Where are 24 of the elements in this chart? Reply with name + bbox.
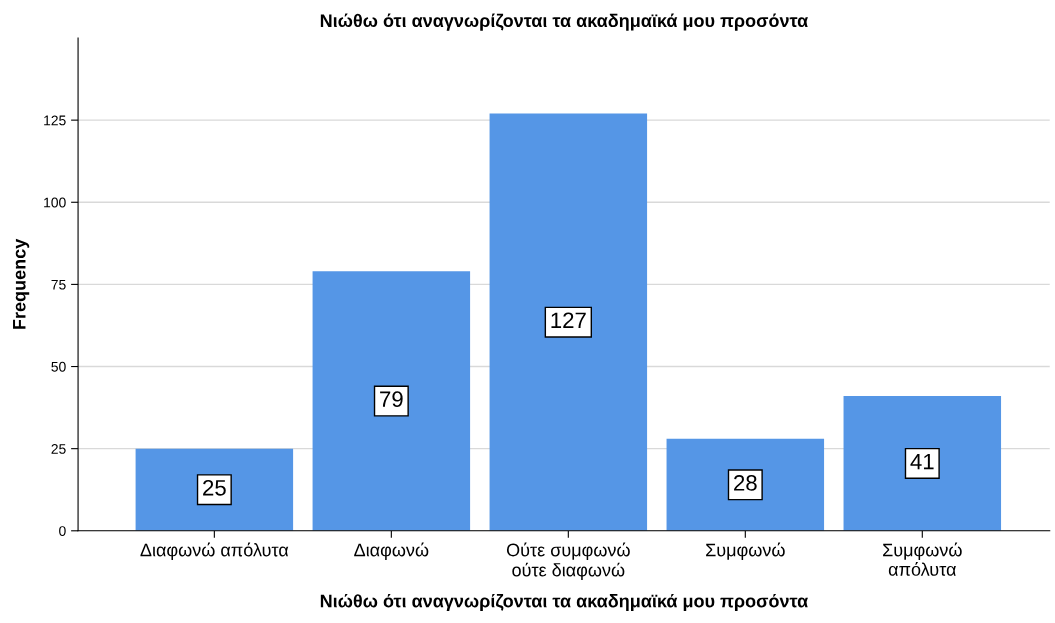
data-label: 41 [910,453,934,470]
y-tick-label: 25 [51,444,66,454]
y-tick-label: 50 [51,361,66,372]
data-label: 127 [551,312,586,328]
data-label: 79 [380,391,403,407]
y-axis-title: Frequency [13,238,30,329]
bar [666,438,825,531]
bar [489,113,648,531]
x-tick-label: Συμφωνώ απόλυτα [883,542,962,576]
x-tick-label: Συμφωνώ [706,542,785,560]
y-tick-label: 0 [59,526,66,536]
data-label: 28 [734,475,757,491]
bar [135,448,294,531]
x-tick-label: Διαφωνώ [354,542,429,560]
x-axis-title: Νιώθω ότι αναγνωρίζονται τα ακαδημαϊκά μου προσόντα [320,593,808,611]
data-label: 25 [203,479,226,496]
chart-title: Νιώθω ότι αναγνωρίζονται τα ακαδημαϊκά μου προσόντα [320,13,808,31]
bar [843,396,1002,531]
y-tick-label: 125 [44,115,66,126]
x-tick-label: Ούτε συμφωνώ ούτε διαφωνώ [506,542,630,581]
bar [312,271,471,531]
y-tick-label: 75 [51,279,66,290]
y-tick-label: 100 [44,197,66,208]
x-tick-label: Διαφωνώ απόλυτα [140,542,289,560]
